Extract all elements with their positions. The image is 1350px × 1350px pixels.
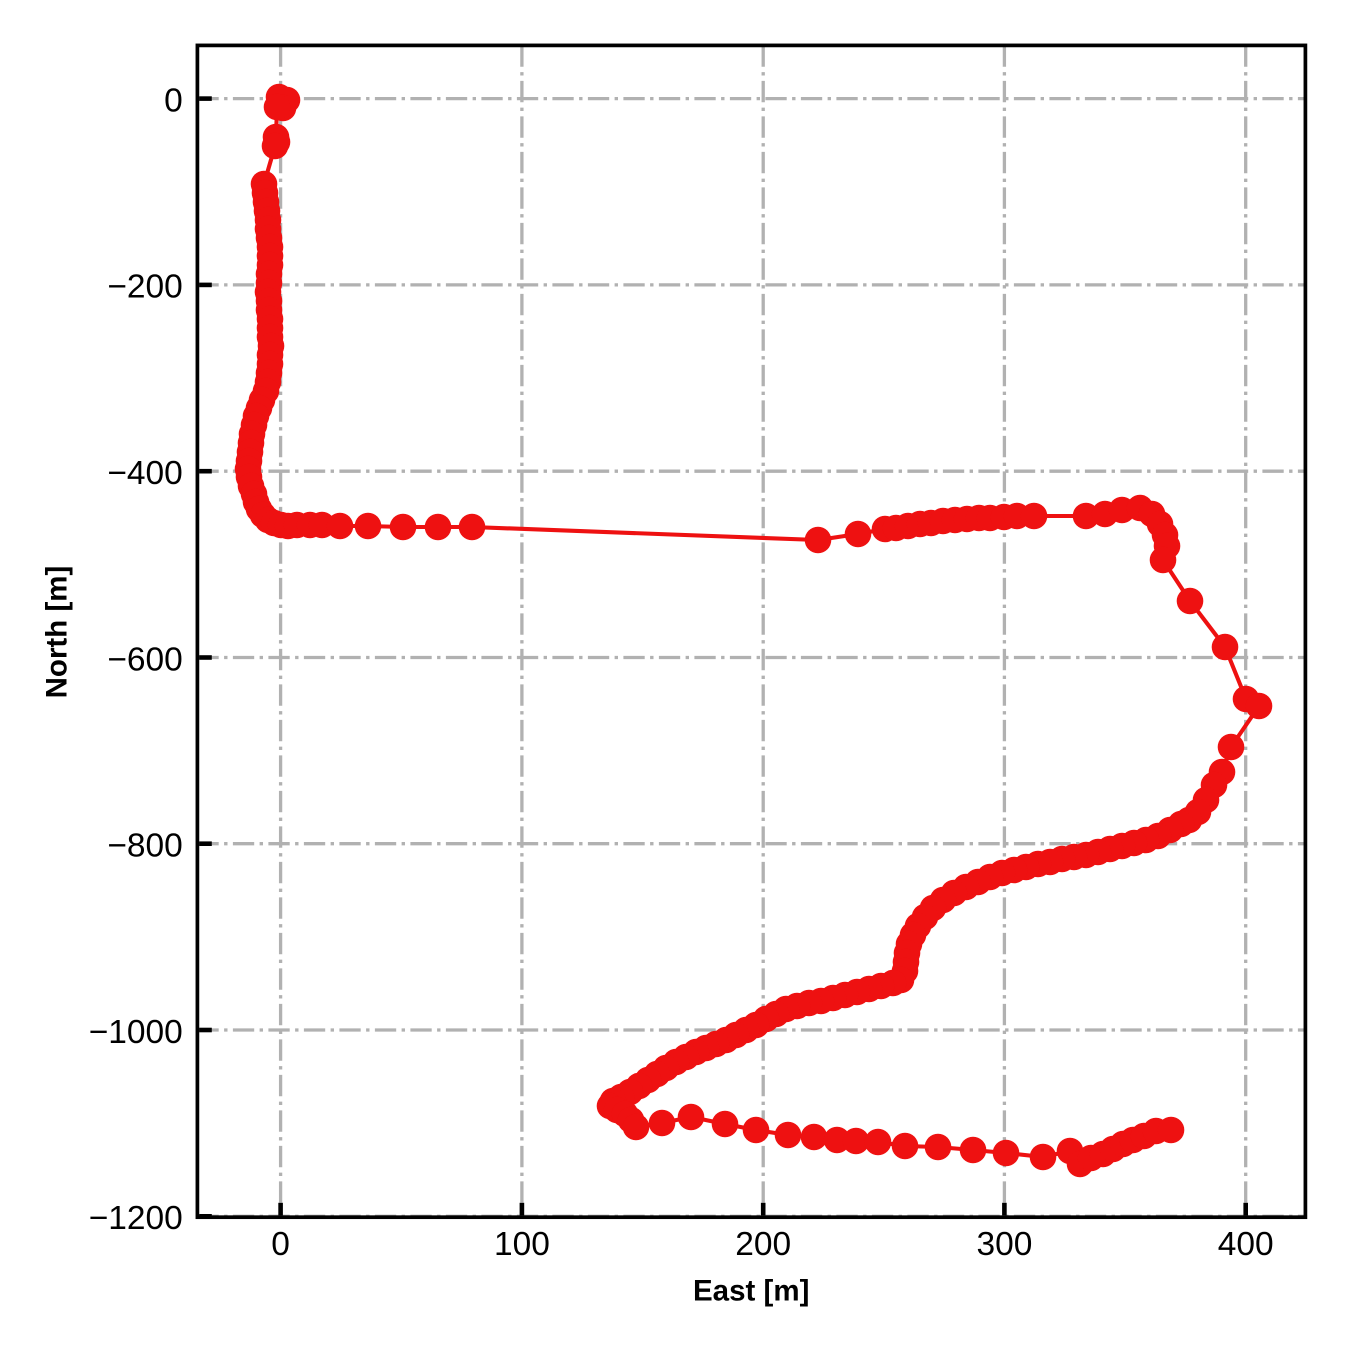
svg-text:−200: −200 [107, 269, 182, 306]
svg-text:−400: −400 [107, 455, 182, 492]
svg-text:East [m]: East [m] [693, 1275, 809, 1308]
svg-text:−1000: −1000 [89, 1014, 183, 1051]
svg-text:300: 300 [976, 1226, 1032, 1263]
svg-text:100: 100 [494, 1226, 550, 1263]
svg-text:0: 0 [271, 1226, 290, 1263]
svg-text:−1200: −1200 [89, 1200, 183, 1237]
svg-text:400: 400 [1218, 1226, 1274, 1263]
svg-text:−800: −800 [107, 828, 182, 865]
svg-text:North [m]: North [m] [41, 566, 74, 699]
svg-text:−600: −600 [107, 641, 182, 678]
svg-text:0: 0 [164, 82, 183, 119]
svg-text:200: 200 [735, 1226, 791, 1263]
